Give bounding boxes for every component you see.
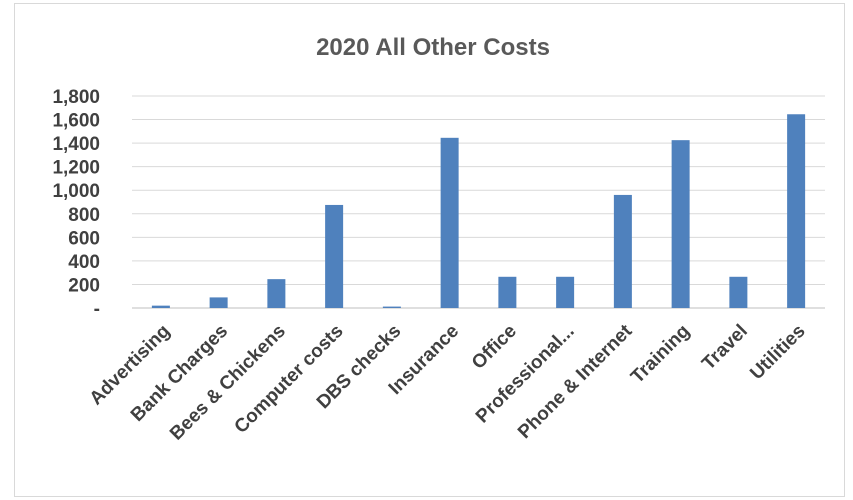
bar (729, 276, 748, 308)
x-tick-label: Training (627, 321, 694, 388)
chart-frame (14, 3, 845, 497)
bar (325, 204, 344, 308)
x-tick-label: Computer costs (231, 321, 348, 438)
bar (613, 194, 632, 308)
bar (151, 305, 170, 308)
x-tick-label: Travel (698, 321, 752, 375)
x-tick-label: Office (468, 321, 521, 374)
y-tick-label: 200 (68, 275, 100, 296)
bar (267, 279, 286, 308)
bar (382, 306, 401, 308)
y-tick-label: 800 (68, 205, 100, 226)
bar (440, 137, 459, 308)
bar (556, 276, 575, 308)
y-tick-label: - (94, 299, 100, 320)
x-tick-label: Professional... (472, 321, 579, 428)
y-tick-label: 1,000 (52, 181, 100, 202)
bar (498, 276, 517, 308)
bar (671, 140, 690, 308)
bar (787, 114, 806, 308)
y-tick-label: 1,600 (52, 111, 100, 132)
y-tick-label: 1,400 (52, 134, 100, 155)
y-tick-label: 600 (68, 228, 100, 249)
y-tick-label: 1,800 (52, 87, 100, 108)
y-tick-label: 1,200 (52, 158, 100, 179)
y-tick-label: 400 (68, 252, 100, 273)
x-tick-label: Utilities (746, 321, 809, 384)
chart-title: 2020 All Other Costs (316, 34, 550, 61)
bar (209, 297, 228, 308)
